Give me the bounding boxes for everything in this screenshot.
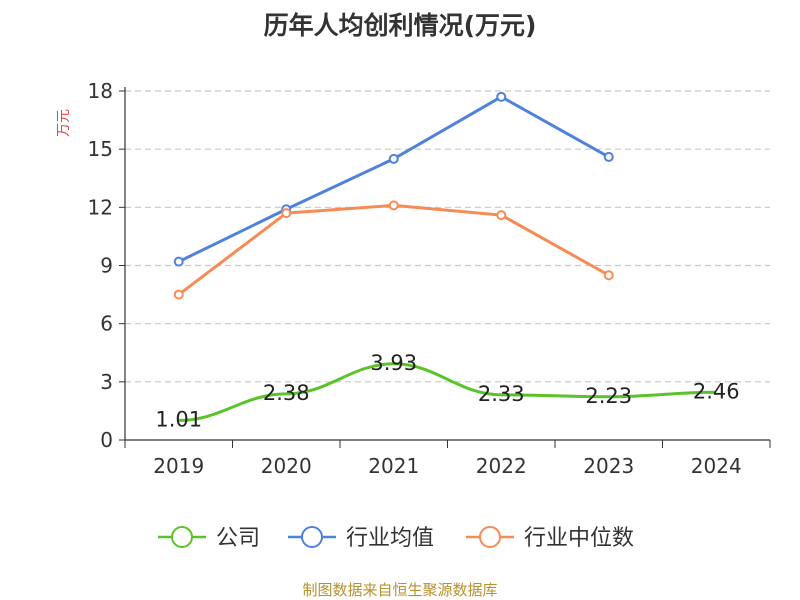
series-point-industry_median [496, 210, 507, 221]
legend-label-industry_median: 行业中位数 [524, 526, 634, 551]
series-point-industry_median [388, 200, 399, 211]
data-label: 1.01 [155, 407, 202, 431]
y-tick-label: 18 [88, 79, 113, 103]
y-tick-label: 9 [100, 254, 113, 278]
x-tick-label: 2021 [368, 454, 419, 478]
legend-label-company: 公司 [216, 526, 260, 551]
data-label: 2.23 [585, 384, 632, 408]
grid-lines [125, 90, 770, 383]
series-lines [173, 91, 717, 422]
series-point-industry_avg [603, 151, 614, 162]
line-chart: 0 3 6 9 12 15 18 万元 2019 2020 2021 2022 2023 2024 1.0… [56, 79, 771, 551]
data-label: 2.38 [263, 381, 310, 405]
series-point-industry_avg [173, 256, 184, 267]
series-line-industry_avg [178, 95, 610, 263]
series-point-industry_median [603, 270, 614, 281]
legend-marker-company [171, 526, 193, 548]
legend-label-industry_avg: 行业均值 [346, 526, 434, 551]
data-label: 2.46 [693, 379, 740, 403]
y-tick-label: 0 [100, 428, 113, 452]
y-tick-label: 3 [100, 370, 113, 394]
legend: 公司 行业均值 行业中位数 [158, 526, 634, 551]
series-point-industry_median [173, 289, 184, 300]
y-tick-label: 12 [88, 195, 113, 219]
axes: 0 3 6 9 12 15 18 万元 2019 2020 2021 2022 2023 2024 [56, 79, 771, 478]
x-tick-label: 2022 [476, 454, 527, 478]
chart-title: 历年人均创利情况(万元) [263, 11, 537, 40]
legend-marker-industry_median [479, 526, 501, 548]
x-tick-label: 2020 [261, 454, 312, 478]
data-label: 2.33 [478, 382, 525, 406]
data-labels: 1.01 2.38 3.93 2.33 2.23 2.46 [155, 351, 739, 432]
data-label: 3.93 [370, 351, 417, 375]
x-tick-label: 2024 [691, 454, 742, 478]
y-tick-label: 15 [88, 137, 113, 161]
source-note: 制图数据来自恒生聚源数据库 [302, 581, 498, 599]
y-axis-label: 万元 [56, 109, 72, 137]
y-tick-label: 6 [100, 312, 113, 336]
x-tick-label: 2023 [583, 454, 634, 478]
series-line-industry_median [177, 203, 610, 296]
series-point-industry_median [281, 208, 292, 219]
series-point-industry_avg [388, 153, 399, 164]
series-line-company [178, 362, 717, 422]
series-point-industry_avg [496, 91, 507, 102]
legend-marker-industry_avg [301, 526, 323, 548]
x-tick-label: 2019 [153, 454, 204, 478]
